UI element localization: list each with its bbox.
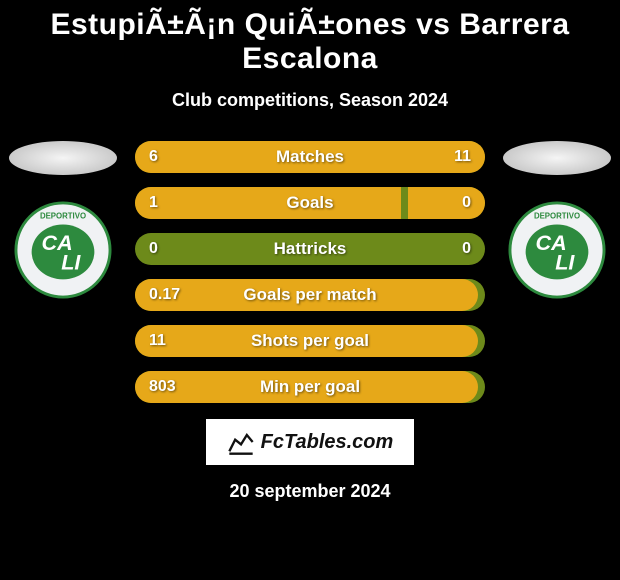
page-title: EstupiÃ±Ã¡n QuiÃ±ones vs Barrera Escalon… <box>0 8 620 76</box>
stat-name: Min per goal <box>135 371 485 403</box>
right-player-column: DEPORTIVO CA LI <box>503 141 611 299</box>
stat-bar-min-per-goal: 803 Min per goal <box>135 371 485 403</box>
footer: FcTables.com 20 september 2024 <box>0 419 620 502</box>
player-silhouette-right <box>503 141 611 175</box>
club-badge-left: DEPORTIVO CA LI <box>14 201 112 299</box>
club-badge-svg: DEPORTIVO CA LI <box>14 201 112 299</box>
date: 20 september 2024 <box>229 481 390 502</box>
badge-top-text: DEPORTIVO <box>534 212 580 221</box>
stats-bars: 6 Matches 11 1 Goals 0 0 Hattricks 0 <box>135 141 485 403</box>
stat-bar-matches: 6 Matches 11 <box>135 141 485 173</box>
stat-bar-shots-per-goal: 11 Shots per goal <box>135 325 485 357</box>
stat-bar-goals: 1 Goals 0 <box>135 187 485 219</box>
badge-top-text: DEPORTIVO <box>40 212 86 221</box>
stat-name: Matches <box>135 141 485 173</box>
club-badge-svg: DEPORTIVO CA LI <box>508 201 606 299</box>
badge-text-li: LI <box>61 250 81 275</box>
main-row: DEPORTIVO CA LI 6 Matches 11 1 Goals <box>0 141 620 403</box>
stat-name: Hattricks <box>135 233 485 265</box>
stat-bar-goals-per-match: 0.17 Goals per match <box>135 279 485 311</box>
stat-name: Goals per match <box>135 279 485 311</box>
badge-text-li: LI <box>555 250 575 275</box>
brand-text: FcTables.com <box>261 431 394 454</box>
brand-box: FcTables.com <box>206 419 414 465</box>
stat-name: Goals <box>135 187 485 219</box>
stat-value-right: 0 <box>462 233 471 265</box>
stat-name: Shots per goal <box>135 325 485 357</box>
stat-bar-hattricks: 0 Hattricks 0 <box>135 233 485 265</box>
subtitle: Club competitions, Season 2024 <box>0 90 620 111</box>
stat-value-right: 11 <box>454 141 471 173</box>
chart-icon <box>227 428 255 456</box>
left-player-column: DEPORTIVO CA LI <box>9 141 117 299</box>
stat-value-right: 0 <box>462 187 471 219</box>
player-silhouette-left <box>9 141 117 175</box>
club-badge-right: DEPORTIVO CA LI <box>508 201 606 299</box>
infographic-container: EstupiÃ±Ã¡n QuiÃ±ones vs Barrera Escalon… <box>0 0 620 580</box>
